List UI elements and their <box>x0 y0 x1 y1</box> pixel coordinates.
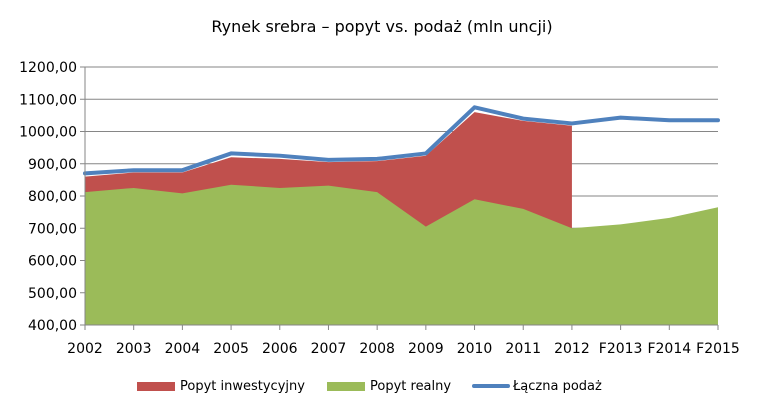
legend-swatch-green <box>327 381 365 391</box>
y-tick-label: 700,00 <box>28 221 77 237</box>
series-popyt-realny <box>85 184 718 325</box>
legend-item-popyt-inwestycyjny: Popyt inwestycyjny <box>137 376 305 396</box>
x-tick-label: 2007 <box>311 341 347 357</box>
x-tick-label: 2008 <box>359 341 395 357</box>
x-tick-label: F2014 <box>647 341 691 357</box>
y-tick-label: 500,00 <box>28 286 77 302</box>
y-tick-label: 1100,00 <box>19 92 77 108</box>
legend-label: Popyt realny <box>370 378 452 394</box>
x-tick-label: 2011 <box>505 341 541 357</box>
x-tick-label: F2015 <box>696 341 740 357</box>
legend-item-laczna-podaz: Łączna podaż <box>472 376 602 396</box>
chart-series-areas <box>83 105 720 326</box>
x-tick-label: 2003 <box>116 341 152 357</box>
y-axis-tick-labels: 400,00 500,00 600,00 700,00 800,00 900,00 1000… <box>19 60 77 334</box>
legend-item-popyt-realny: Popyt realny <box>327 376 451 396</box>
chart-title: Rynek srebra – popyt vs. podaż (mln uncj… <box>211 17 553 36</box>
chart-legend: Popyt inwestycyjny Popyt realny Łączna p… <box>0 376 764 396</box>
legend-label: Popyt inwestycyjny <box>180 378 305 394</box>
y-tick-label: 400,00 <box>28 318 77 334</box>
x-axis-tick-labels: 2002 2003 2004 2005 2006 2007 2008 2009 2010 2011… <box>67 341 740 357</box>
legend-line-blue <box>472 384 510 388</box>
x-tick-label: 2010 <box>457 341 493 357</box>
x-tick-label: 2009 <box>408 341 444 357</box>
chart-axes <box>80 66 719 330</box>
x-tick-label: 2002 <box>67 341 103 357</box>
y-tick-label: 1200,00 <box>19 60 77 76</box>
x-tick-label: 2012 <box>554 341 590 357</box>
legend-swatch-red <box>137 381 175 391</box>
x-tick-label: F2013 <box>599 341 643 357</box>
legend-label: Łączna podaż <box>513 378 602 394</box>
y-tick-label: 1000,00 <box>19 125 77 141</box>
y-tick-label: 800,00 <box>28 189 77 205</box>
x-tick-label: 2006 <box>262 341 298 357</box>
x-tick-label: 2005 <box>213 341 249 357</box>
x-tick-label: 2004 <box>165 341 201 357</box>
y-tick-label: 600,00 <box>28 254 77 270</box>
y-tick-label: 900,00 <box>28 157 77 173</box>
series-laczna-podaz <box>83 105 720 176</box>
